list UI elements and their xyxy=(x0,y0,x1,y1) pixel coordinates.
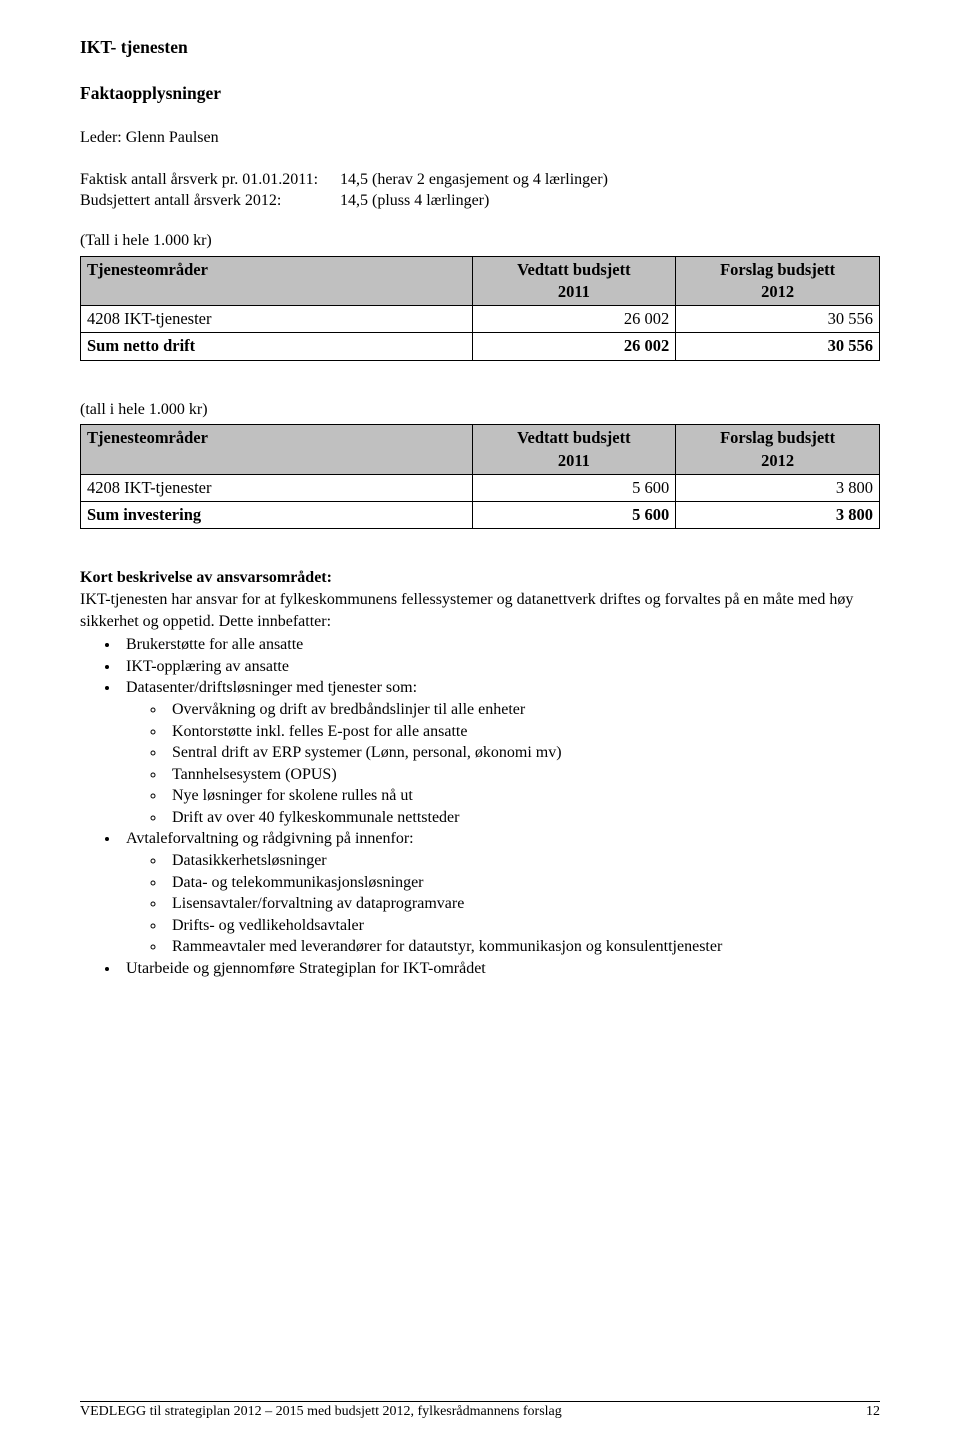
row-value-2011: 5 600 xyxy=(472,474,676,501)
table-sum-row: Sum investering 5 600 3 800 xyxy=(81,502,880,529)
list-item: Drift av over 40 fylkeskommunale nettste… xyxy=(166,807,880,829)
row-label: 4208 IKT-tjenester xyxy=(81,306,473,333)
col-header-adopted: Vedtatt budsjett2011 xyxy=(472,425,676,475)
budgeted-fte-value: 14,5 (pluss 4 lærlinger) xyxy=(340,190,880,212)
fte-value: 14,5 (herav 2 engasjement og 4 lærlinger… xyxy=(340,169,880,191)
list-item: Avtaleforvaltning og rådgivning på innen… xyxy=(120,828,880,958)
description-title: Kort beskrivelse av ansvarsområdet: xyxy=(80,567,880,589)
list-item: Overvåkning og drift av bredbåndslinjer … xyxy=(166,699,880,721)
page-title: IKT- tjenesten xyxy=(80,36,880,60)
description-list: Brukerstøtte for alle ansatte IKT-opplær… xyxy=(80,634,880,980)
list-item: Data- og telekommunikasjonsløsninger xyxy=(166,872,880,894)
description-intro: IKT-tjenesten har ansvar for at fylkesko… xyxy=(80,589,880,632)
footer-text: VEDLEGG til strategiplan 2012 – 2015 med… xyxy=(80,1404,562,1420)
fte-label: Faktisk antall årsverk pr. 01.01.2011: xyxy=(80,169,340,191)
drift-budget-table: Tjenesteområder Vedtatt budsjett2011 For… xyxy=(80,256,880,361)
sum-label: Sum netto drift xyxy=(81,333,473,360)
list-item: Datasenter/driftsløsninger med tjenester… xyxy=(120,677,880,828)
list-item: Lisensavtaler/forvaltning av dataprogram… xyxy=(166,893,880,915)
sum-label: Sum investering xyxy=(81,502,473,529)
budgeted-fte-label: Budsjettert antall årsverk 2012: xyxy=(80,190,340,212)
page-number: 12 xyxy=(866,1404,880,1420)
sum-value-2012: 30 556 xyxy=(676,333,880,360)
sum-value-2012: 3 800 xyxy=(676,502,880,529)
list-item: Nye løsninger for skolene rulles nå ut xyxy=(166,785,880,807)
col-header-proposal: Forslag budsjett2012 xyxy=(676,256,880,306)
list-item: Drifts- og vedlikeholdsavtaler xyxy=(166,915,880,937)
leader-line: Leder: Glenn Paulsen xyxy=(80,127,880,149)
list-item: IKT-opplæring av ansatte xyxy=(120,656,880,678)
list-item: Datasikkerhetsløsninger xyxy=(166,850,880,872)
list-item: Utarbeide og gjennomføre Strategiplan fo… xyxy=(120,958,880,980)
list-item: Kontorstøtte inkl. felles E-post for all… xyxy=(166,721,880,743)
list-item: Rammeavtaler med leverandører for dataut… xyxy=(166,936,880,958)
table-sum-row: Sum netto drift 26 002 30 556 xyxy=(81,333,880,360)
list-item: Tannhelsesystem (OPUS) xyxy=(166,764,880,786)
sum-value-2011: 26 002 xyxy=(472,333,676,360)
col-header-proposal: Forslag budsjett2012 xyxy=(676,425,880,475)
row-value-2012: 3 800 xyxy=(676,474,880,501)
list-item: Sentral drift av ERP systemer (Lønn, per… xyxy=(166,742,880,764)
table1-note: (Tall i hele 1.000 kr) xyxy=(80,230,880,252)
table-row: 4208 IKT-tjenester 26 002 30 556 xyxy=(81,306,880,333)
row-value-2012: 30 556 xyxy=(676,306,880,333)
sum-value-2011: 5 600 xyxy=(472,502,676,529)
page-footer: VEDLEGG til strategiplan 2012 – 2015 med… xyxy=(80,1401,880,1420)
table-row: 4208 IKT-tjenester 5 600 3 800 xyxy=(81,474,880,501)
row-label: 4208 IKT-tjenester xyxy=(81,474,473,501)
col-header-services: Tjenesteområder xyxy=(81,425,473,475)
table2-note: (tall i hele 1.000 kr) xyxy=(80,399,880,421)
row-value-2011: 26 002 xyxy=(472,306,676,333)
staffing-block: Faktisk antall årsverk pr. 01.01.2011: 1… xyxy=(80,169,880,212)
list-item: Brukerstøtte for alle ansatte xyxy=(120,634,880,656)
section-heading-facts: Faktaopplysninger xyxy=(80,82,880,106)
col-header-services: Tjenesteområder xyxy=(81,256,473,306)
investment-budget-table: Tjenesteområder Vedtatt budsjett2011 For… xyxy=(80,424,880,529)
col-header-adopted: Vedtatt budsjett2011 xyxy=(472,256,676,306)
